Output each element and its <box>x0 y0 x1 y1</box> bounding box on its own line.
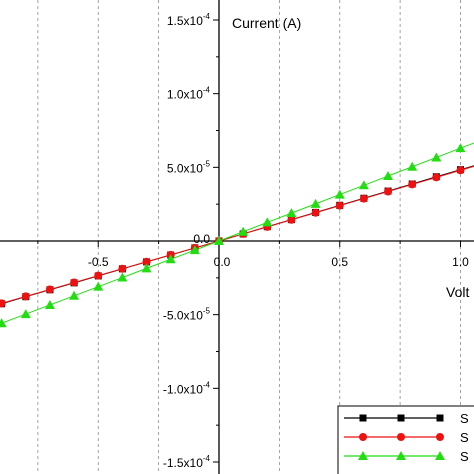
data-point <box>70 278 79 287</box>
legend: SSS <box>337 405 474 474</box>
axis-ticks: -1.5-1.0-0.50.00.51.01.52.0-1.5x10-4-1.0… <box>37 12 469 470</box>
legend-entry: S <box>344 411 469 426</box>
series-line <box>0 142 474 325</box>
y-axis-title: Current (A) <box>232 15 301 31</box>
x-axis-title: Volt <box>446 284 469 300</box>
legend-marker <box>359 433 367 441</box>
legend-marker <box>359 414 367 422</box>
legend-box <box>337 405 474 474</box>
data-point <box>432 173 441 182</box>
y-tick-label: 1.5x10-4 <box>167 12 211 28</box>
y-tick-label: 5.0x10-5 <box>167 159 211 175</box>
data-point <box>21 292 30 301</box>
data-point <box>117 272 128 282</box>
data-point <box>310 198 321 208</box>
y-tick-label: -1.0x10-4 <box>163 380 211 396</box>
data-point <box>118 264 127 273</box>
data-point <box>214 236 224 245</box>
legend-entry: S <box>344 430 469 445</box>
data-point <box>165 254 176 264</box>
data-point <box>383 171 394 181</box>
legend-marker <box>436 433 444 441</box>
data-point <box>286 208 297 218</box>
data-point <box>45 285 54 294</box>
legend-marker <box>436 414 444 422</box>
data-point <box>335 201 344 210</box>
x-tick-label: 0.0 <box>214 255 231 269</box>
data-point <box>287 215 296 224</box>
data-point <box>456 166 465 175</box>
legend-entry: S <box>344 449 469 464</box>
data-point <box>334 189 345 199</box>
series-square <box>0 165 474 308</box>
data-series <box>0 142 474 328</box>
data-point <box>238 226 249 236</box>
x-tick-label: 0.5 <box>331 255 348 269</box>
data-point <box>407 161 418 171</box>
y-tick-label: -1.5x10-4 <box>163 454 211 470</box>
series-triangle <box>0 142 474 328</box>
data-point <box>94 271 103 280</box>
x-tick-label: -0.5 <box>88 255 109 269</box>
y-tick-label: 0.0 <box>193 232 210 246</box>
series-line <box>0 165 474 305</box>
data-point <box>384 187 393 196</box>
legend-marker <box>397 433 405 441</box>
legend-marker <box>358 451 368 460</box>
data-point <box>262 217 273 227</box>
legend-label: S <box>460 411 469 426</box>
legend-label: S <box>460 430 469 445</box>
legend-marker <box>396 451 406 460</box>
data-point <box>44 299 55 309</box>
series-circle <box>0 165 474 308</box>
data-point <box>431 152 442 162</box>
data-point <box>20 309 31 319</box>
legend-label: S <box>460 449 469 464</box>
data-point <box>141 263 152 273</box>
data-point <box>142 257 151 266</box>
x-tick-label: 1.0 <box>452 255 469 269</box>
y-tick-label: -5.0x10-5 <box>163 307 211 323</box>
data-point <box>0 299 6 308</box>
data-point <box>69 290 80 300</box>
series-line <box>0 165 474 305</box>
data-point <box>189 245 200 255</box>
y-tick-label: 1.0x10-4 <box>167 86 211 102</box>
data-point <box>358 180 369 190</box>
data-point <box>408 180 417 189</box>
data-point <box>455 143 466 153</box>
legend-marker <box>435 451 445 460</box>
data-point <box>359 194 368 203</box>
legend-marker <box>397 414 405 422</box>
data-point <box>0 318 7 328</box>
data-point <box>311 208 320 217</box>
data-point <box>93 281 104 291</box>
